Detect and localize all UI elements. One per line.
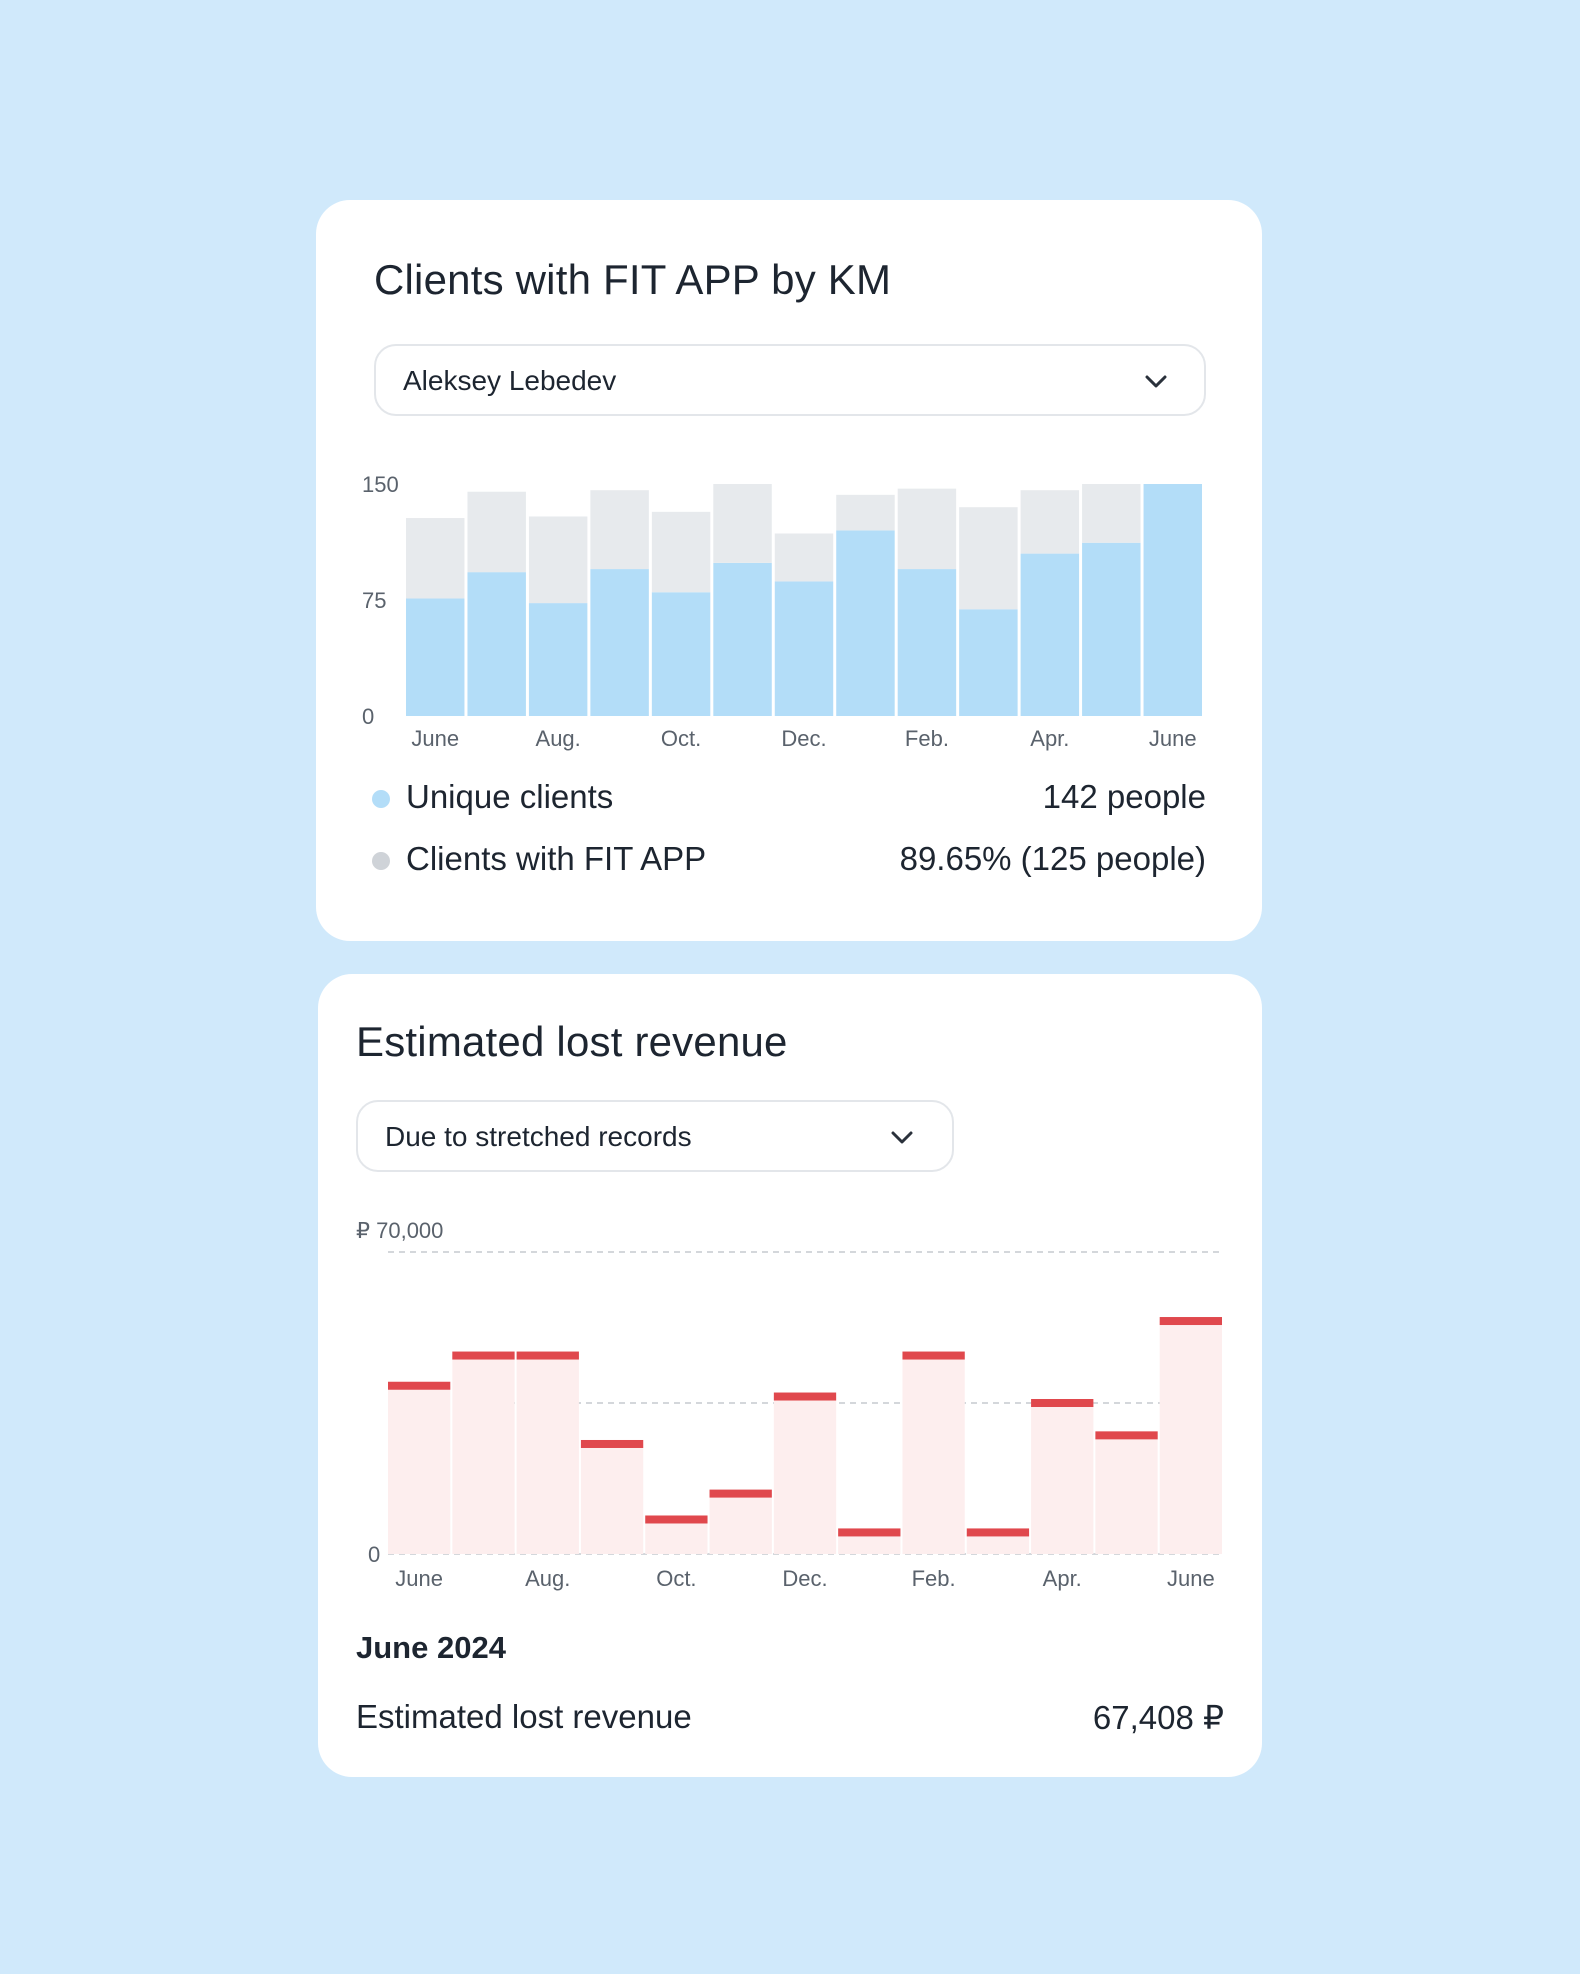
bar-clients-fit-app: [1082, 484, 1141, 543]
revenue-bar-cap: [516, 1351, 579, 1360]
revenue-bar: [709, 1493, 772, 1554]
bar-clients-fit-app: [897, 488, 957, 570]
legend-dot-unique-clients: [372, 790, 390, 808]
revenue-bar-cap: [902, 1351, 965, 1360]
bar-clients-fit-app: [406, 518, 465, 599]
bar-unique-clients: [651, 592, 711, 716]
bar-unique-clients: [959, 609, 1018, 716]
bar-clients-fit-app: [774, 533, 834, 582]
revenue-reason-select[interactable]: Due to stretched records: [356, 1100, 954, 1172]
revenue-bar-cap: [452, 1351, 515, 1360]
revenue-bar-cap: [1095, 1431, 1158, 1440]
bar-clients-fit-app: [1020, 490, 1080, 554]
legend-row-clients-fit-app: Clients with FIT APP 89.65% (125 people): [372, 840, 1206, 880]
revenue-bar-cap: [1159, 1317, 1222, 1326]
revenue-reason-select-value: Due to stretched records: [385, 1121, 692, 1152]
bar-unique-clients: [713, 562, 772, 716]
metric-value: 67,408 ₽: [1092, 1699, 1224, 1736]
x-tick-label: Oct.: [656, 1566, 696, 1591]
bar-clients-fit-app: [651, 511, 711, 593]
revenue-bar-cap: [966, 1528, 1030, 1537]
y-tick-label-max: ₽ 70,000: [356, 1218, 443, 1243]
x-tick-label: June: [1149, 726, 1197, 751]
bar-clients-fit-app: [836, 494, 895, 531]
revenue-bar: [452, 1355, 515, 1554]
x-tick-label: Apr.: [1043, 1566, 1082, 1591]
legend-dot-clients-fit-app: [372, 852, 390, 870]
lost-revenue-bar-chart: ₽ 70,000 0 June Aug. Oct. Dec. Feb. Apr. June: [356, 1218, 1224, 1591]
bar-clients-fit-app: [713, 484, 772, 563]
x-tick-label: June: [1167, 1566, 1215, 1591]
bar-unique-clients: [467, 572, 526, 716]
revenue-bar-cap: [709, 1489, 772, 1498]
bar-unique-clients: [406, 598, 465, 716]
bar-unique-clients: [528, 603, 588, 716]
clients-card: Clients with FIT APP by KM Aleksey Lebed…: [316, 200, 1262, 941]
revenue-bar-cap: [580, 1439, 644, 1448]
revenue-bar-cap: [1031, 1399, 1094, 1407]
revenue-bar: [838, 1532, 901, 1554]
y-tick-label: 150: [362, 472, 399, 497]
bar-unique-clients: [1082, 542, 1141, 716]
bar-unique-clients: [1143, 484, 1202, 716]
revenue-bar: [773, 1396, 837, 1554]
x-tick-label: June: [395, 1566, 443, 1591]
revenue-bar: [388, 1385, 451, 1554]
x-tick-label: Feb.: [905, 726, 949, 751]
bar-unique-clients: [774, 581, 834, 716]
bar-clients-fit-app: [528, 516, 588, 604]
clients-stacked-bar-chart: 0 75 150 June Aug. Oct. Dec. Feb. Apr. June: [362, 472, 1202, 751]
period-title: June 2024: [356, 1630, 506, 1665]
bar-unique-clients: [836, 530, 895, 716]
metric-label: Estimated lost revenue: [356, 1698, 692, 1735]
bar-clients-fit-app: [590, 490, 649, 570]
revenue-bar: [1095, 1435, 1158, 1554]
metric-row: Estimated lost revenue 67,408 ₽: [356, 1698, 1224, 1738]
bar-unique-clients: [1020, 553, 1080, 716]
revenue-bar: [966, 1532, 1030, 1554]
x-tick-label: Dec.: [781, 726, 826, 751]
chevron-down-icon: [1145, 375, 1167, 388]
revenue-bar: [516, 1355, 579, 1554]
chevron-down-icon: [891, 1131, 913, 1144]
revenue-bar: [645, 1519, 708, 1554]
manager-select[interactable]: Aleksey Lebedev: [374, 344, 1206, 416]
x-tick-label: Oct.: [661, 726, 701, 751]
x-tick-label: Dec.: [782, 1566, 827, 1591]
revenue-card-title: Estimated lost revenue: [356, 1018, 788, 1065]
bar-unique-clients: [897, 569, 957, 716]
revenue-bar-cap: [388, 1381, 451, 1390]
x-tick-label: Aug.: [536, 726, 581, 751]
y-tick-label: 0: [362, 704, 374, 729]
revenue-bar: [1031, 1403, 1094, 1554]
x-tick-label: June: [411, 726, 459, 751]
bar-unique-clients: [590, 569, 649, 716]
clients-card-title: Clients with FIT APP by KM: [374, 256, 892, 303]
revenue-bar: [902, 1355, 965, 1554]
legend-label-clients-fit-app: Clients with FIT APP: [406, 840, 707, 877]
x-tick-label: Aug.: [525, 1566, 570, 1591]
y-tick-label-zero: 0: [368, 1542, 380, 1567]
manager-select-value: Aleksey Lebedev: [403, 365, 617, 396]
revenue-bar-cap: [838, 1528, 901, 1537]
y-tick-label: 75: [362, 588, 386, 613]
legend-value-clients-fit-app: 89.65% (125 people): [899, 840, 1206, 877]
legend-row-unique-clients: Unique clients 142 people: [372, 778, 1206, 818]
revenue-bar-cap: [773, 1392, 837, 1401]
legend-label-unique-clients: Unique clients: [406, 778, 614, 815]
bar-clients-fit-app: [467, 491, 526, 573]
x-tick-label: Apr.: [1030, 726, 1069, 751]
bar-clients-fit-app: [959, 507, 1018, 610]
revenue-bar: [1159, 1321, 1222, 1554]
x-tick-label: Feb.: [912, 1566, 956, 1591]
revenue-bar: [580, 1443, 644, 1554]
legend-value-unique-clients: 142 people: [1042, 778, 1206, 815]
revenue-bar-cap: [645, 1515, 708, 1524]
revenue-card: Estimated lost revenue Due to stretched …: [318, 974, 1262, 1777]
